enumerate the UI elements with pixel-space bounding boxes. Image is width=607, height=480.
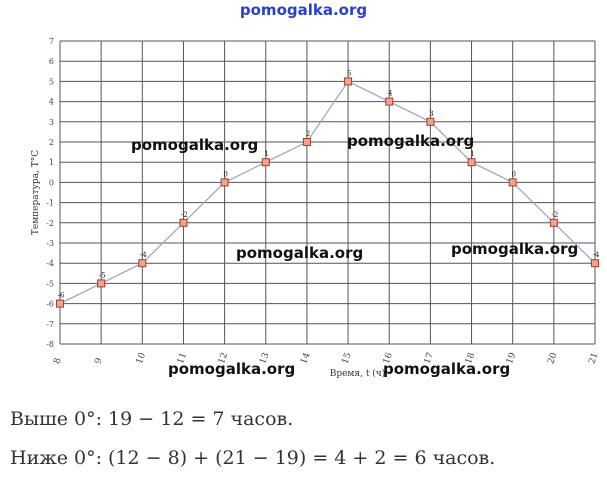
data-label: 2	[306, 130, 310, 138]
y-tick-label: 0	[49, 178, 54, 187]
x-axis-label: Время, t (ч)	[330, 368, 386, 379]
data-point	[508, 178, 517, 187]
y-tick-label: 3	[49, 118, 54, 127]
data-point	[549, 218, 558, 227]
data-label: -4	[140, 251, 147, 259]
data-label: -6	[58, 292, 65, 300]
data-point	[261, 158, 270, 167]
y-tick-label: 2	[49, 138, 54, 147]
y-tick-label: 5	[49, 77, 54, 86]
data-point	[344, 77, 353, 86]
data-point	[467, 158, 476, 167]
watermark: pomogalka.org	[347, 132, 475, 150]
x-tick-label: 15	[340, 351, 353, 365]
y-tick-label: -1	[46, 199, 54, 208]
data-label: 5	[347, 69, 351, 77]
y-tick-label: -2	[46, 219, 54, 228]
x-tick-label: 18	[464, 351, 477, 365]
data-point	[591, 259, 599, 268]
data-label: 0	[223, 170, 227, 178]
watermark: pomogalka.org	[236, 244, 364, 262]
x-tick-label: 19	[505, 351, 518, 365]
x-tick-label: 8	[52, 356, 63, 365]
y-tick-label: 4	[49, 98, 54, 107]
explanation-below-zero: Ниже 0°: (12 − 8) + (21 − 19) = 4 + 2 = …	[10, 447, 496, 469]
data-label: 0	[511, 170, 515, 178]
y-tick-label: -7	[46, 320, 54, 329]
y-tick-label: -3	[46, 239, 54, 248]
watermark: pomogalka.org	[451, 240, 579, 258]
data-label: 1	[265, 150, 269, 158]
data-label: -5	[99, 271, 106, 279]
data-label: 4	[388, 90, 393, 98]
data-point	[220, 178, 229, 187]
x-tick-label: 14	[299, 351, 312, 365]
data-label: -4	[593, 251, 600, 259]
x-tick-label: 17	[423, 351, 436, 365]
x-tick-label: 12	[217, 351, 230, 365]
series-line	[59, 80, 596, 305]
x-tick-label: 10	[135, 351, 148, 365]
page-title: pomogalka.org	[239, 1, 368, 19]
y-tick-label: 7	[49, 37, 54, 46]
y-tick-label: -5	[46, 279, 54, 288]
x-tick-label: 16	[382, 351, 395, 365]
watermark: pomogalka.org	[168, 360, 296, 378]
data-point	[138, 259, 147, 268]
data-point	[302, 138, 311, 146]
data-label: -2	[551, 211, 558, 219]
watermark: pomogalka.org	[131, 136, 259, 154]
y-tick-label: 6	[49, 57, 54, 66]
data-point	[179, 218, 188, 227]
x-tick-label: 13	[258, 351, 271, 365]
y-axis-label: Температура, T°C	[31, 150, 41, 235]
y-tick-label: -8	[46, 340, 54, 349]
watermark: pomogalka.org	[383, 360, 511, 378]
x-tick-label: 20	[546, 351, 559, 365]
data-label: 3	[429, 110, 433, 118]
data-point	[56, 299, 64, 308]
data-point	[97, 279, 106, 288]
y-tick-label: -6	[46, 300, 54, 309]
y-tick-label: -4	[46, 259, 54, 268]
data-point	[385, 97, 394, 106]
x-tick-label: 11	[176, 351, 189, 365]
y-tick-label: 1	[49, 158, 54, 167]
explanation-above-zero: Выше 0°: 19 − 12 = 7 часов.	[10, 408, 294, 430]
data-point	[426, 117, 435, 126]
data-label: 1	[470, 150, 474, 158]
x-tick-label: 21	[587, 351, 600, 365]
data-label: -2	[181, 211, 188, 219]
x-tick-label: 9	[94, 356, 105, 365]
